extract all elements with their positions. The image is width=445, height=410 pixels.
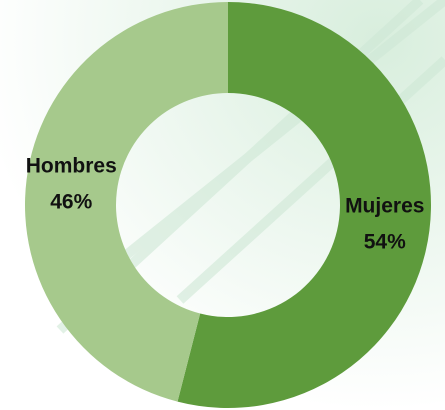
- chart: Mujeres 54% Hombres 46%: [0, 0, 445, 410]
- page: Mujeres54%Hombres46% (() => { const data…: [0, 0, 445, 410]
- value-label: 46%: [50, 191, 92, 214]
- slice-label: Hombres: [26, 155, 117, 178]
- slice-label: Mujeres: [345, 194, 424, 217]
- value-label: 54%: [364, 230, 406, 253]
